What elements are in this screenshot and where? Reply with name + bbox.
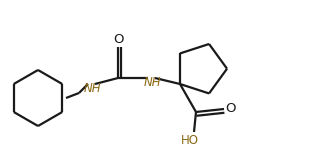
- Text: O: O: [226, 102, 236, 114]
- Text: NH: NH: [143, 76, 161, 90]
- Text: HO: HO: [181, 133, 199, 147]
- Text: NH: NH: [83, 81, 101, 95]
- Text: O: O: [113, 33, 123, 47]
